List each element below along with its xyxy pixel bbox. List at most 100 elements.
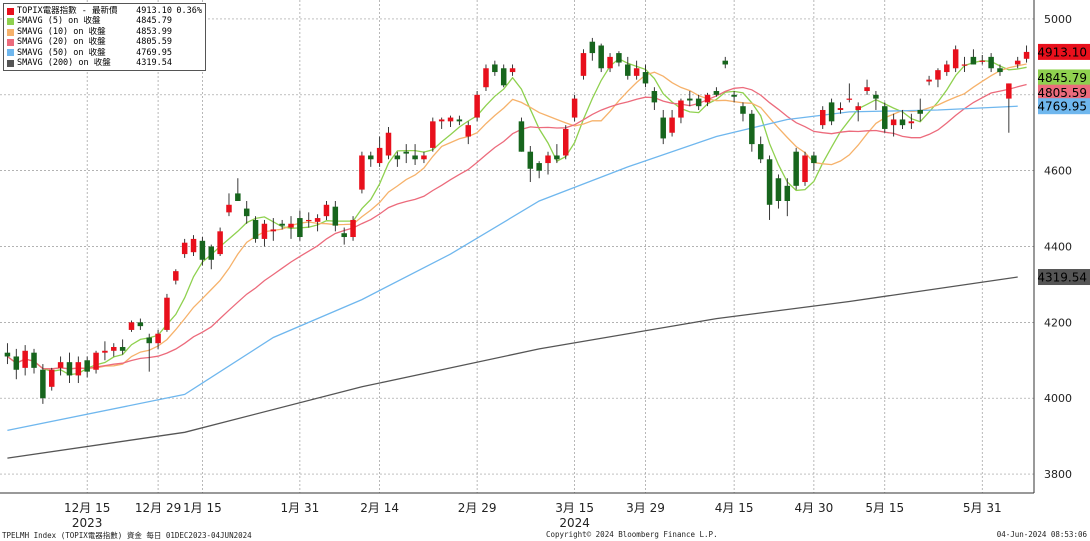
candle-body bbox=[173, 271, 179, 281]
legend-label: SMAVG (50) on 收盤 bbox=[17, 47, 106, 58]
footer-source: TPELMH Index (TOPIX電器指數) 資金 每日 01DEC2023… bbox=[2, 531, 252, 540]
candle-body bbox=[775, 178, 782, 201]
candle-body bbox=[669, 117, 675, 133]
candle-body bbox=[40, 369, 46, 399]
candle-body bbox=[882, 106, 888, 129]
candle-body bbox=[385, 132, 392, 156]
candle-body bbox=[713, 91, 720, 95]
legend-swatch bbox=[7, 7, 14, 15]
candle-body bbox=[908, 121, 915, 124]
last-value-tag bbox=[1038, 43, 1090, 60]
x-tick-label: 3月 29 bbox=[626, 501, 665, 515]
candle-body bbox=[536, 163, 542, 171]
candle-body bbox=[102, 350, 108, 353]
candle-body bbox=[350, 219, 356, 238]
candle-body bbox=[1014, 60, 1021, 65]
candle-body bbox=[864, 87, 870, 92]
x-tick-label: 5月 31 bbox=[963, 501, 1002, 515]
candle-body bbox=[252, 219, 259, 239]
legend-value: 4853.99 bbox=[136, 26, 172, 37]
legend-value: 4913.10 bbox=[136, 6, 172, 16]
candle-body bbox=[297, 218, 303, 238]
x-tick-label: 4月 30 bbox=[795, 501, 834, 515]
candle-body bbox=[57, 362, 64, 368]
candle-body bbox=[979, 60, 986, 62]
candle-body bbox=[687, 98, 693, 101]
legend-row-sma20: SMAVG (20) on 收盤 4805.59 bbox=[7, 37, 202, 47]
candle-body bbox=[217, 231, 223, 255]
candle-body bbox=[997, 68, 1003, 73]
candle-body bbox=[359, 155, 365, 190]
legend-pct: 0.36% bbox=[176, 6, 202, 16]
legend-swatch bbox=[7, 38, 14, 46]
chart-legend: TOPIX電器指數 - 最新價 4913.10 0.36% SMAVG (5) … bbox=[3, 3, 206, 72]
candle-body bbox=[323, 204, 330, 217]
last-value-label: 4769.95 bbox=[1037, 100, 1087, 114]
candle-body bbox=[279, 223, 285, 226]
y-tick-label: 4600 bbox=[1044, 165, 1072, 178]
candle-body bbox=[678, 100, 684, 118]
candle-body bbox=[518, 121, 525, 152]
candle-body bbox=[465, 125, 472, 137]
last-value-tag bbox=[1038, 269, 1090, 286]
candle-body bbox=[890, 119, 897, 126]
candle-body bbox=[944, 64, 950, 73]
candle-body bbox=[447, 117, 454, 122]
candle-body bbox=[48, 369, 55, 387]
candle-body bbox=[430, 121, 436, 148]
footer-timestamp: 04-Jun-2024 08:53:06 bbox=[996, 530, 1087, 539]
last-value-label: 4913.10 bbox=[1037, 45, 1087, 59]
candle-body bbox=[146, 337, 152, 344]
candle-body bbox=[793, 151, 799, 186]
candle-body bbox=[128, 322, 135, 330]
candle-body bbox=[580, 53, 587, 76]
candle-body bbox=[1006, 83, 1012, 99]
candle-body bbox=[199, 240, 206, 260]
last-value-tag bbox=[1038, 69, 1090, 86]
x-tick-year-label: 2024 bbox=[559, 516, 590, 530]
candle-body bbox=[243, 208, 250, 217]
legend-value: 4805.59 bbox=[136, 37, 172, 48]
candle-body bbox=[368, 155, 374, 160]
candle-body bbox=[66, 362, 73, 376]
candle-body bbox=[952, 49, 959, 69]
legend-label: SMAVG (20) on 收盤 bbox=[17, 37, 106, 48]
y-tick-label: 4000 bbox=[1044, 392, 1072, 405]
y-tick-label: 5000 bbox=[1044, 13, 1072, 26]
candle-body bbox=[111, 346, 117, 351]
legend-row-sma200: SMAVG (200) on 收盤 4319.54 bbox=[7, 58, 202, 68]
candle-body bbox=[137, 322, 144, 327]
candle-body bbox=[873, 94, 879, 99]
candle-body bbox=[456, 119, 463, 122]
candle-body bbox=[616, 53, 622, 63]
candle-body bbox=[757, 144, 764, 160]
candle-body bbox=[899, 119, 906, 126]
candle-body bbox=[155, 333, 161, 344]
candle-body bbox=[181, 242, 188, 255]
candle-body bbox=[545, 155, 551, 164]
legend-swatch bbox=[7, 59, 14, 67]
candle-body bbox=[589, 41, 596, 54]
x-tick-label: 1月 31 bbox=[281, 501, 320, 515]
candle-body bbox=[926, 79, 932, 82]
candle-body bbox=[119, 346, 126, 351]
last-value-label: 4805.59 bbox=[1037, 86, 1087, 100]
candle-body bbox=[722, 60, 729, 65]
candle-body bbox=[474, 94, 480, 118]
candle-body bbox=[190, 238, 197, 253]
candle-body bbox=[31, 352, 37, 368]
candle-body bbox=[988, 56, 994, 69]
candle-body bbox=[288, 223, 294, 228]
candle-body bbox=[607, 56, 613, 69]
candle-body bbox=[412, 155, 418, 160]
candle-body bbox=[917, 109, 923, 114]
candle-body bbox=[22, 350, 28, 368]
candle-body bbox=[492, 64, 498, 73]
candle-body bbox=[819, 109, 826, 126]
candle-body bbox=[341, 233, 347, 238]
candle-body bbox=[527, 151, 534, 169]
last-value-tag bbox=[1038, 98, 1090, 115]
candle-body bbox=[695, 98, 702, 107]
legend-label: TOPIX電器指數 - 最新價 bbox=[17, 6, 118, 16]
candle-body bbox=[421, 155, 427, 160]
